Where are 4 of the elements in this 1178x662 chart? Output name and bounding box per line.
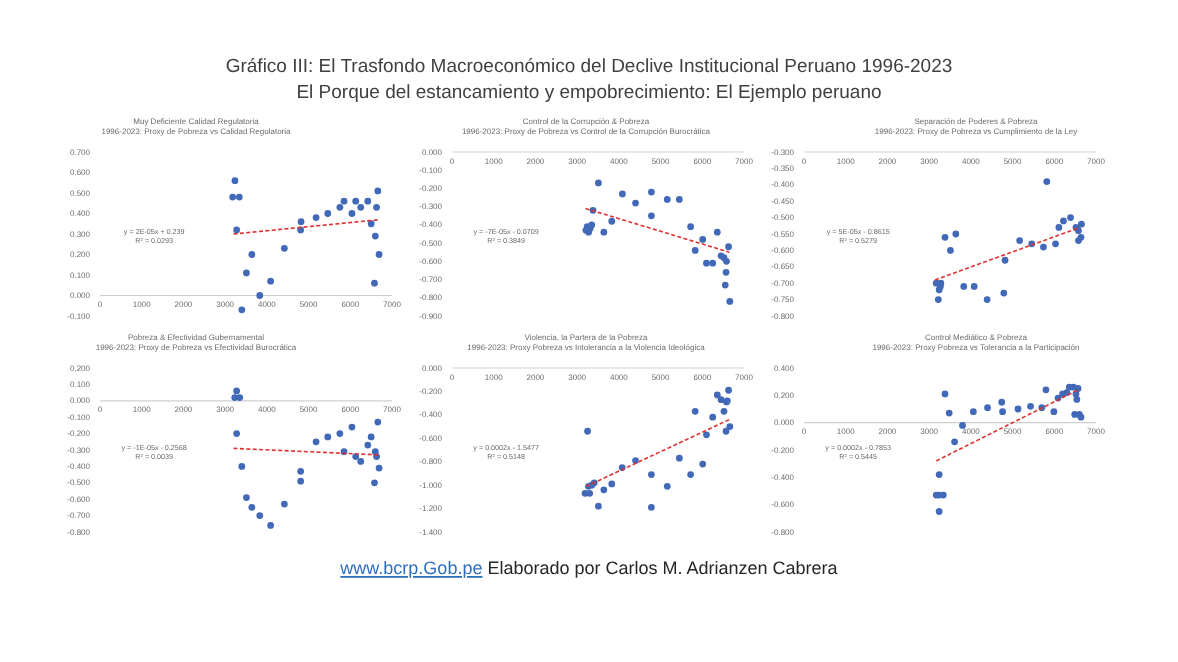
text: Gráfico III: El Trasfondo Macroeconómico del Declive Institucional Peruano 1996-2023 xyxy=(225,56,953,78)
text: El Porque del estancamiento y empobrecimiento: El Ejemplo peruano xyxy=(296,82,882,104)
text: www.bcrp.Gob.pe xyxy=(338,558,483,578)
text: Elaborado por Carlos M. Adrianzen Cabrera xyxy=(482,558,838,578)
